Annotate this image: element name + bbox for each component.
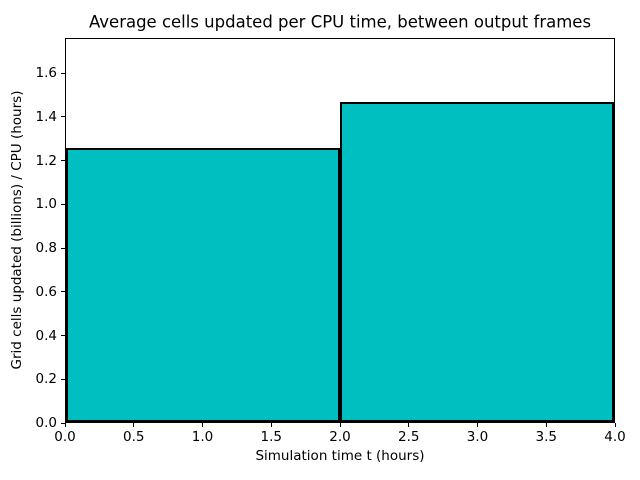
x-tick-mark <box>545 423 547 427</box>
x-tick-mark <box>339 423 341 427</box>
x-tick-label: 2.0 <box>329 429 351 445</box>
x-tick-label: 2.5 <box>398 429 420 445</box>
y-tick-mark <box>61 116 65 118</box>
plot-area <box>65 38 615 423</box>
y-tick-mark <box>61 247 65 249</box>
y-tick-label: 0.6 <box>35 283 57 300</box>
y-tick-label: 0.4 <box>35 327 57 344</box>
y-tick-mark <box>61 160 65 161</box>
x-tick-label: 1.5 <box>260 429 282 445</box>
y-tick-label: 1.6 <box>35 65 57 81</box>
x-tick-mark <box>614 423 616 427</box>
x-tick-mark <box>270 423 272 427</box>
x-tick-label: 0.0 <box>54 429 76 445</box>
y-tick-mark <box>61 335 65 336</box>
x-tick-mark <box>133 423 135 427</box>
x-tick-label: 3.5 <box>535 429 557 445</box>
x-axis-label: Simulation time t (hours) <box>255 448 425 464</box>
y-tick-mark <box>61 291 65 293</box>
histogram-bar <box>66 147 340 422</box>
x-tick-label: 0.5 <box>123 429 145 445</box>
y-tick-mark <box>61 72 65 74</box>
x-tick-label: 1.0 <box>191 429 214 445</box>
y-tick-label: 0.8 <box>35 240 57 256</box>
y-tick-label: 0.0 <box>35 415 57 431</box>
x-tick-mark <box>477 423 478 427</box>
y-tick-mark <box>61 203 65 205</box>
y-tick-label: 1.2 <box>35 152 57 169</box>
y-tick-label: 1.4 <box>35 108 57 125</box>
x-tick-mark <box>408 423 410 427</box>
y-tick-mark <box>61 422 65 424</box>
x-tick-label: 3.0 <box>466 429 489 445</box>
x-tick-label: 4.0 <box>604 429 626 445</box>
x-tick-mark <box>64 423 66 427</box>
chart-title: Average cells updated per CPU time, betw… <box>88 12 592 32</box>
y-tick-label: 1.0 <box>35 196 57 213</box>
histogram-bar <box>340 102 614 422</box>
y-tick-label: 0.2 <box>35 371 57 388</box>
x-tick-mark <box>202 423 203 427</box>
y-tick-mark <box>61 378 65 380</box>
